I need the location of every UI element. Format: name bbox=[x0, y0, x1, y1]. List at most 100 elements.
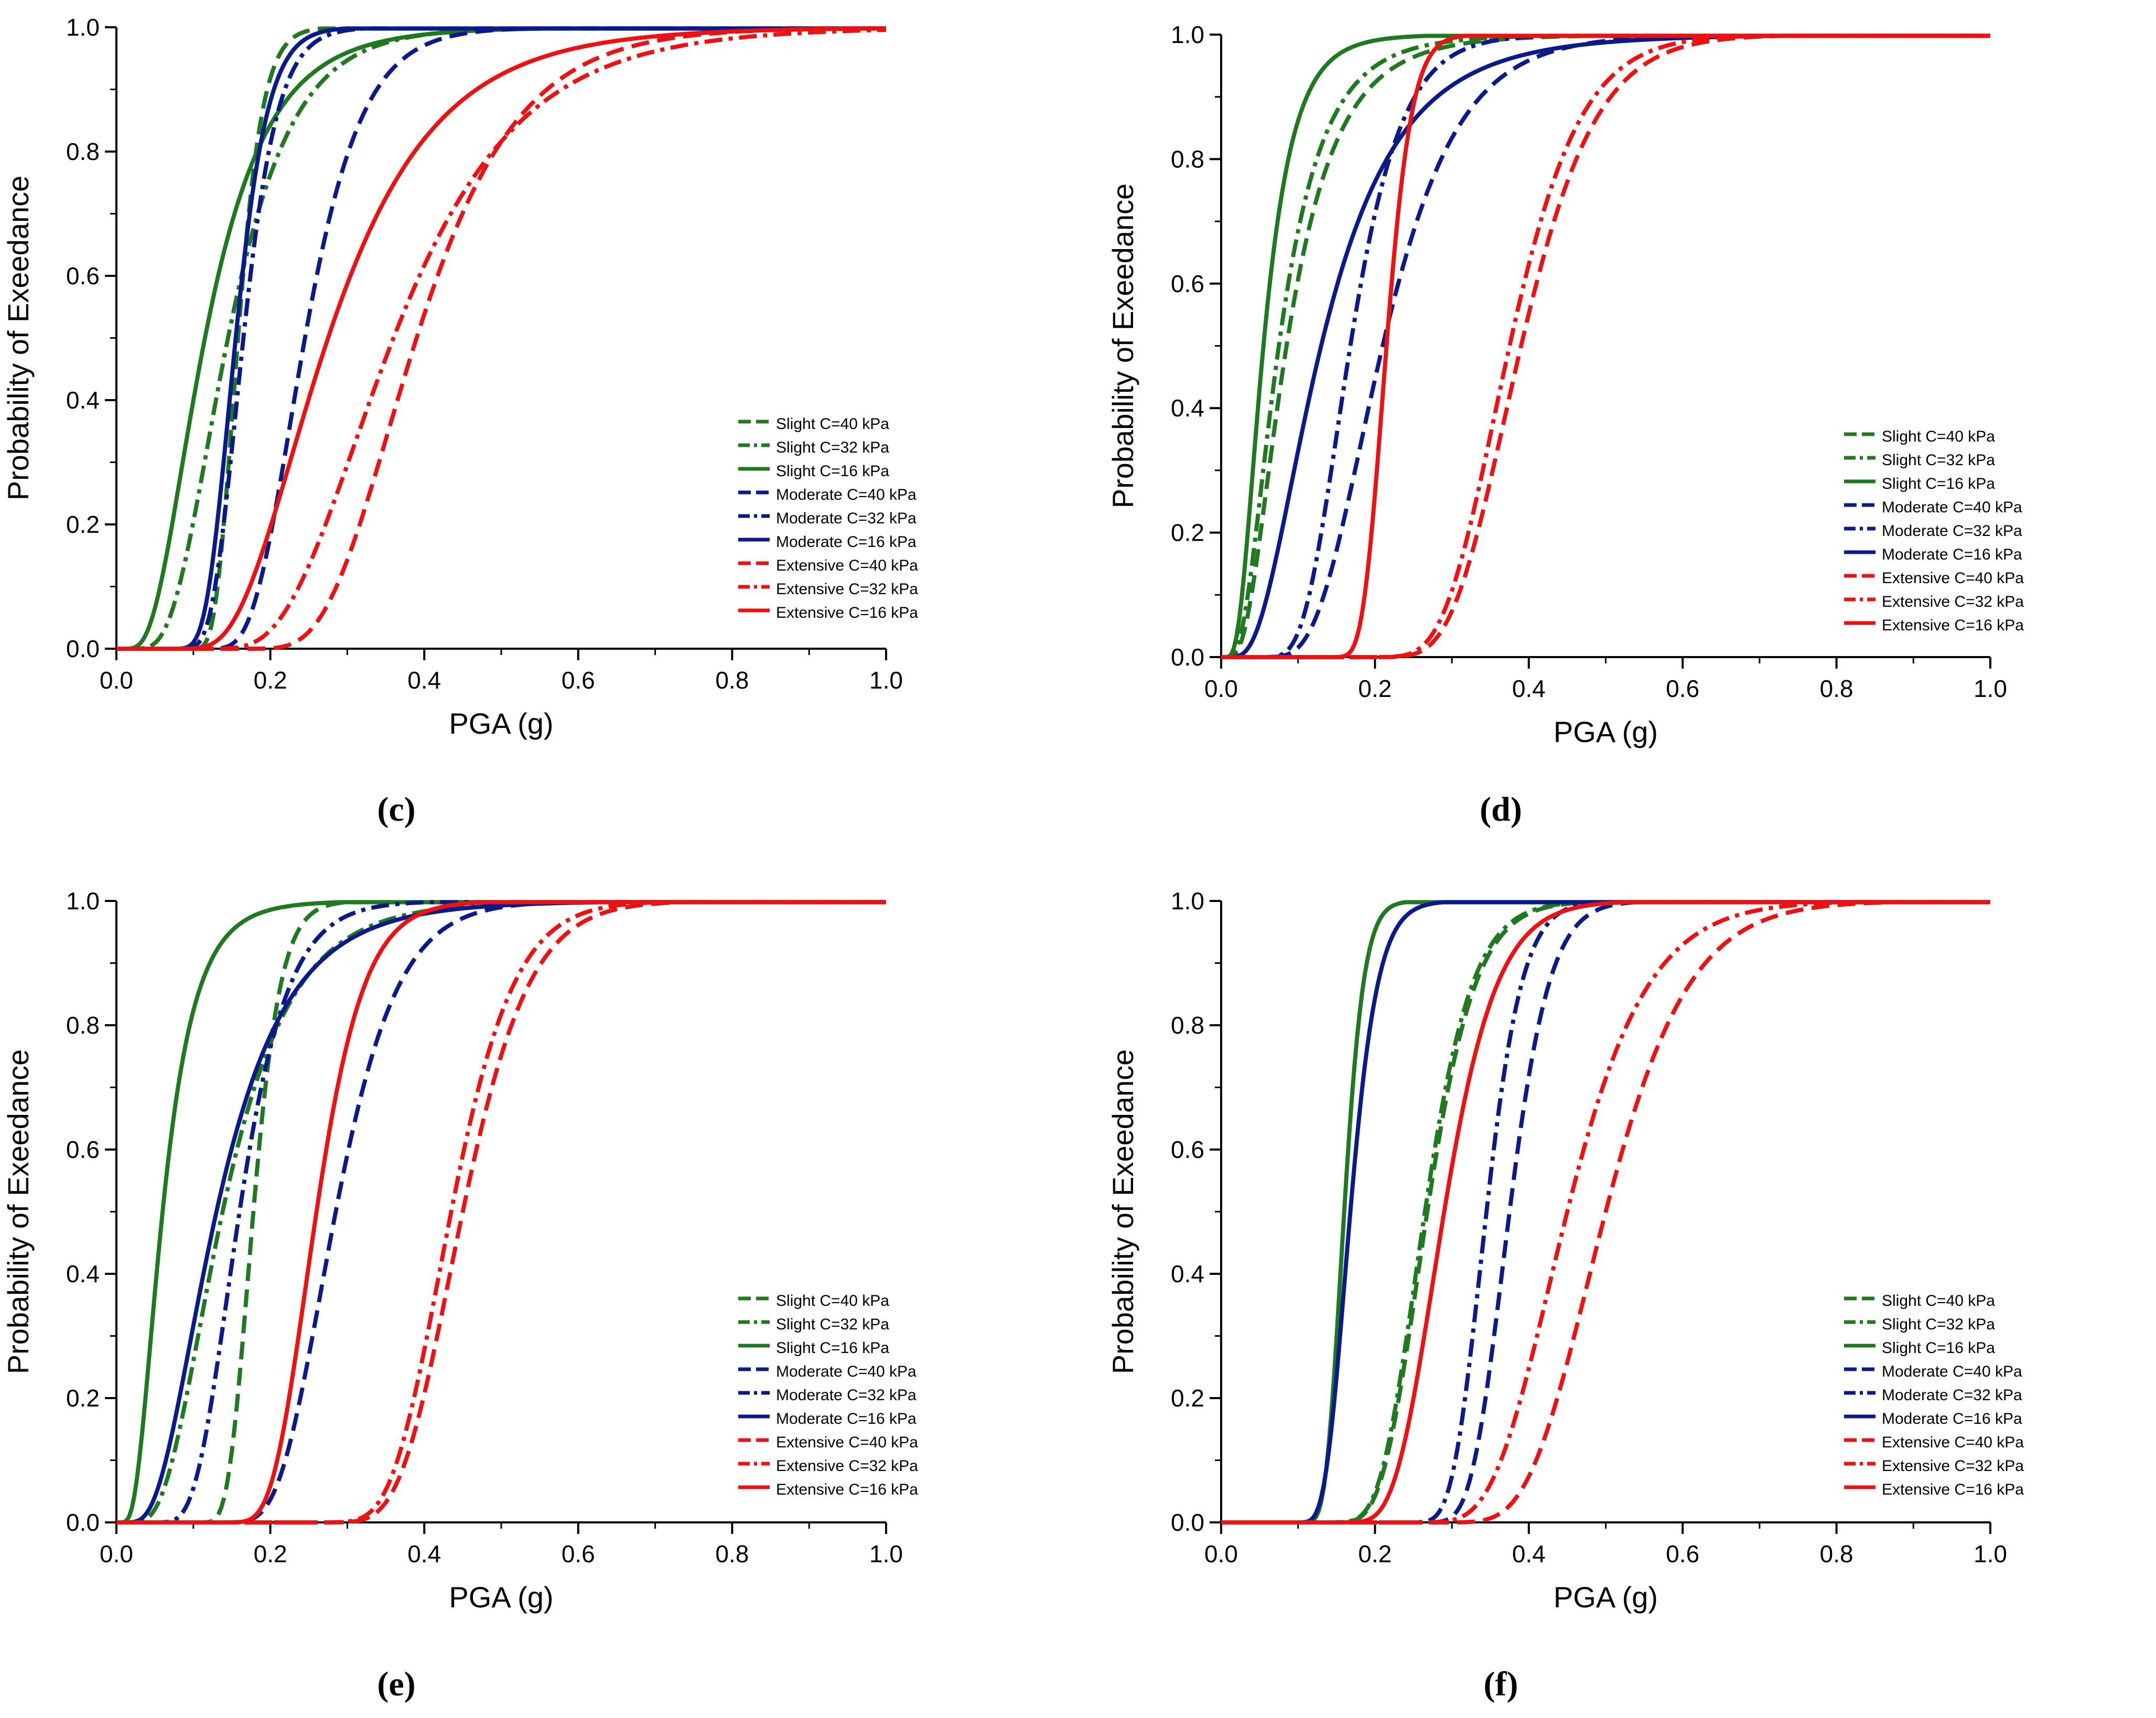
panel-f: 0.0 0.2 0.4 0.6 0.8 1.0 0.0 0.2 0.4 0.6 0.8 1.0 PGA … bbox=[1106, 887, 2024, 1703]
legend-label: Moderate C=16 kPa bbox=[776, 1410, 917, 1427]
x-tick-label: 1.0 bbox=[1974, 1540, 2007, 1567]
x-axis-label: PGA (g) bbox=[1554, 715, 1658, 748]
x-tick-label: 0.8 bbox=[715, 1540, 749, 1567]
legend-label: Moderate C=32 kPa bbox=[1882, 1387, 2022, 1404]
y-axis-label: Probability of Exeedance bbox=[2, 176, 35, 501]
legend-label: Moderate C=16 kPa bbox=[1882, 1410, 2022, 1427]
x-tick-label: 1.0 bbox=[869, 667, 903, 694]
series-line bbox=[116, 900, 886, 1524]
legend-label: Slight C=32 kPa bbox=[1882, 1316, 1995, 1333]
x-tick-label: 0.4 bbox=[407, 1540, 441, 1567]
panel-label: (e) bbox=[377, 1665, 415, 1703]
panel-label: (c) bbox=[377, 790, 415, 829]
panel-c: 0.0 0.2 0.4 0.6 0.8 1.0 0.0 0.2 0.4 0.6 0.8 1.0 PGA … bbox=[2, 14, 918, 829]
y-tick-label: 0.0 bbox=[66, 1509, 100, 1536]
legend-label: Extensive C=32 kPa bbox=[1882, 593, 2024, 610]
x-tick-label: 0.0 bbox=[100, 667, 133, 694]
x-tick-label: 0.2 bbox=[1358, 675, 1392, 702]
legend-label: Extensive C=40 kPa bbox=[776, 557, 918, 574]
series-line bbox=[116, 900, 886, 1524]
y-tick-label: 1.0 bbox=[66, 887, 100, 915]
y-tick-label: 0.4 bbox=[66, 386, 100, 414]
legend-label: Slight C=16 kPa bbox=[776, 463, 889, 480]
series-line bbox=[116, 900, 886, 1524]
legend-label: Slight C=16 kPa bbox=[1882, 1339, 1995, 1357]
x-axis-label: PGA (g) bbox=[1554, 1581, 1658, 1614]
y-tick-label: 0.8 bbox=[1171, 145, 1204, 173]
legend-label: Extensive C=16 kPa bbox=[776, 604, 918, 621]
legend-label: Extensive C=16 kPa bbox=[1882, 617, 2024, 634]
x-axis-label: PGA (g) bbox=[449, 707, 553, 740]
y-tick-label: 0.6 bbox=[1171, 1136, 1204, 1163]
x-tick-label: 0.2 bbox=[254, 1540, 287, 1567]
legend-label: Moderate C=40 kPa bbox=[1882, 1363, 2022, 1380]
x-tick-label: 0.2 bbox=[1358, 1540, 1392, 1567]
y-tick-label: 0.6 bbox=[66, 262, 100, 289]
x-tick-label: 0.0 bbox=[1204, 675, 1238, 702]
y-tick-label: 1.0 bbox=[66, 14, 100, 41]
series-line bbox=[1221, 900, 1990, 1524]
panel-e: 0.0 0.2 0.4 0.6 0.8 1.0 0.0 0.2 0.4 0.6 0.8 1.0 PGA … bbox=[2, 887, 918, 1703]
y-tick-label: 0.2 bbox=[1171, 1384, 1204, 1412]
x-axis-label: PGA (g) bbox=[449, 1581, 553, 1614]
y-tick-label: 0.6 bbox=[1171, 270, 1204, 297]
y-tick-label: 0.8 bbox=[1171, 1012, 1204, 1039]
series-line bbox=[1221, 34, 1990, 659]
legend: Slight C=40 kPa Slight C=32 kPa Slight C=1… bbox=[1844, 428, 2024, 634]
legend-label: Slight C=40 kPa bbox=[1882, 1292, 1995, 1309]
y-axis-label: Probability of Exeedance bbox=[1106, 184, 1139, 509]
legend-label: Slight C=32 kPa bbox=[776, 1316, 889, 1333]
y-tick-label: 0.4 bbox=[1171, 1260, 1204, 1287]
legend-label: Slight C=16 kPa bbox=[776, 1339, 889, 1357]
series-line bbox=[116, 900, 886, 1524]
y-tick-label: 0.2 bbox=[66, 1384, 100, 1412]
panel-label: (d) bbox=[1480, 790, 1522, 829]
x-tick-label: 1.0 bbox=[869, 1540, 903, 1567]
x-tick-label: 0.2 bbox=[254, 667, 287, 694]
series-line bbox=[116, 900, 886, 1524]
legend-label: Slight C=40 kPa bbox=[776, 1292, 889, 1309]
series-line bbox=[116, 900, 886, 1524]
series-line bbox=[116, 26, 886, 651]
y-tick-label: 0.8 bbox=[66, 1012, 100, 1039]
series-line bbox=[116, 26, 886, 651]
series-line bbox=[1221, 34, 1990, 659]
series-line bbox=[116, 26, 886, 651]
x-tick-label: 0.6 bbox=[562, 667, 595, 694]
series-line bbox=[1221, 34, 1990, 659]
series-line bbox=[116, 26, 886, 651]
legend-label: Slight C=32 kPa bbox=[1882, 452, 1995, 469]
legend-label: Slight C=40 kPa bbox=[1882, 428, 1995, 445]
legend-label: Moderate C=32 kPa bbox=[1882, 522, 2022, 540]
y-tick-label: 0.4 bbox=[66, 1260, 100, 1287]
legend-label: Extensive C=40 kPa bbox=[1882, 570, 2024, 587]
legend-label: Extensive C=40 kPa bbox=[776, 1434, 918, 1451]
legend-label: Extensive C=16 kPa bbox=[1882, 1481, 2024, 1498]
panel-d: 0.0 0.2 0.4 0.6 0.8 1.0 0.0 0.2 0.4 0.6 0.8 1.0 PGA … bbox=[1106, 21, 2024, 829]
legend-label: Moderate C=40 kPa bbox=[776, 486, 917, 503]
series-line bbox=[116, 26, 886, 651]
series-line bbox=[1221, 34, 1990, 659]
series-line bbox=[1221, 34, 1990, 659]
series-line bbox=[116, 27, 887, 651]
x-tick-label: 0.4 bbox=[1512, 675, 1546, 702]
y-axis-label: Probability of Exeedance bbox=[1106, 1049, 1139, 1375]
legend: Slight C=40 kPa Slight C=32 kPa Slight C=1… bbox=[738, 415, 918, 621]
series-line bbox=[116, 26, 886, 651]
legend-label: Slight C=32 kPa bbox=[776, 439, 889, 456]
legend-label: Moderate C=40 kPa bbox=[776, 1363, 917, 1380]
x-tick-label: 0.8 bbox=[715, 667, 749, 694]
y-tick-label: 1.0 bbox=[1171, 887, 1204, 915]
legend-label: Moderate C=16 kPa bbox=[1882, 546, 2022, 563]
x-tick-label: 1.0 bbox=[1974, 675, 2007, 702]
legend-label: Extensive C=32 kPa bbox=[776, 1457, 918, 1475]
legend-label: Slight C=40 kPa bbox=[776, 415, 889, 433]
series-line bbox=[116, 900, 886, 1524]
series-line bbox=[1221, 34, 1990, 659]
legend-label: Extensive C=16 kPa bbox=[776, 1481, 918, 1498]
legend-label: Slight C=16 kPa bbox=[1882, 475, 1995, 492]
y-tick-label: 0.2 bbox=[1171, 519, 1204, 546]
series-line bbox=[1221, 34, 1990, 659]
legend-label: Extensive C=32 kPa bbox=[1882, 1457, 2024, 1475]
